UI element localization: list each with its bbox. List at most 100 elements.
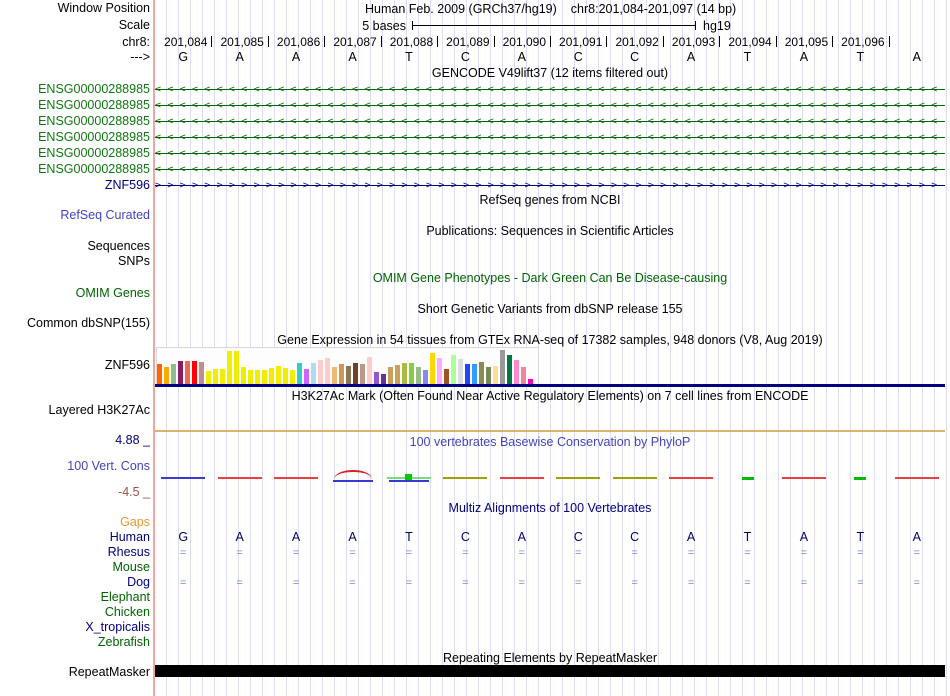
refseq-track-title[interactable]: RefSeq genes from NCBI xyxy=(479,193,621,207)
gtex-expression-bar[interactable] xyxy=(206,371,211,384)
coordinate-tick xyxy=(493,36,495,47)
gtex-expression-bar[interactable] xyxy=(493,366,498,384)
gtex-expression-bar[interactable] xyxy=(283,368,288,384)
gtex-expression-bar[interactable] xyxy=(458,359,463,384)
gene-strand-arrows[interactable]: >>>>>>>>>>>>>>>>>>>>>>>>>>>>>>>>>>>>>>>>… xyxy=(155,179,945,192)
gtex-expression-bar[interactable] xyxy=(227,351,232,384)
gtex-expression-bar[interactable] xyxy=(528,379,533,384)
gtex-expression-bar[interactable] xyxy=(500,350,505,384)
gtex-expression-bar[interactable] xyxy=(213,369,218,384)
species-label[interactable]: Mouse xyxy=(112,560,150,574)
gtex-expression-bar[interactable] xyxy=(339,364,344,384)
species-label[interactable]: Zebrafish xyxy=(97,635,150,649)
gene-strand-arrows[interactable]: <<<<<<<<<<<<<<<<<<<<<<<<<<<<<<<<<<<<<<<<… xyxy=(155,131,945,144)
gtex-expression-bar[interactable] xyxy=(255,370,260,384)
dbsnp-track-title[interactable]: Short Genetic Variants from dbSNP releas… xyxy=(417,302,683,316)
gtex-expression-bar[interactable] xyxy=(402,363,407,384)
species-label[interactable]: Human xyxy=(109,530,150,544)
sequences-track-label[interactable]: Sequences xyxy=(87,239,150,253)
repeat-element[interactable] xyxy=(155,665,945,677)
repeatmasker-track-label[interactable]: RepeatMasker xyxy=(68,665,150,679)
refseq-track-label[interactable]: RefSeq Curated xyxy=(60,208,150,222)
gene-label[interactable]: ZNF596 xyxy=(104,178,150,192)
gtex-expression-bar[interactable] xyxy=(318,360,323,384)
gtex-expression-bar[interactable] xyxy=(164,367,169,384)
gtex-expression-bar[interactable] xyxy=(220,369,225,384)
gtex-expression-bar[interactable] xyxy=(416,367,421,384)
gtex-expression-bar[interactable] xyxy=(423,370,428,384)
species-label[interactable]: Elephant xyxy=(100,590,150,604)
base-letter: A xyxy=(348,50,357,64)
omim-track-label[interactable]: OMIM Genes xyxy=(75,286,150,300)
gtex-expression-bar[interactable] xyxy=(381,374,386,384)
species-label[interactable]: Rhesus xyxy=(107,545,150,559)
h3k27ac-track-title[interactable]: H3K27Ac Mark (Often Found Near Active Re… xyxy=(291,389,809,403)
gtex-expression-bar[interactable] xyxy=(507,355,512,384)
gtex-expression-bar[interactable] xyxy=(241,367,246,384)
gtex-expression-bar[interactable] xyxy=(479,362,484,384)
gtex-expression-bar[interactable] xyxy=(171,364,176,384)
gtex-expression-bar[interactable] xyxy=(185,361,190,384)
species-label[interactable]: Chicken xyxy=(104,605,150,619)
gtex-expression-bar[interactable] xyxy=(157,364,162,384)
multiz-track-title[interactable]: Multiz Alignments of 100 Vertebrates xyxy=(448,501,652,515)
gtex-expression-bar[interactable] xyxy=(514,360,519,384)
gtex-expression-bar[interactable] xyxy=(304,369,309,384)
gtex-expression-bar[interactable] xyxy=(444,369,449,384)
gene-label[interactable]: ENSG00000288985 xyxy=(38,98,150,112)
gtex-expression-bar[interactable] xyxy=(451,355,456,384)
gtex-expression-bar[interactable] xyxy=(437,358,442,384)
gene-label[interactable]: ENSG00000288985 xyxy=(38,146,150,160)
gtex-expression-bar[interactable] xyxy=(325,358,330,384)
gene-strand-arrows[interactable]: <<<<<<<<<<<<<<<<<<<<<<<<<<<<<<<<<<<<<<<<… xyxy=(155,147,945,160)
snps-track-label[interactable]: SNPs xyxy=(118,254,150,268)
gtex-expression-bar[interactable] xyxy=(360,364,365,384)
gtex-expression-bar[interactable] xyxy=(367,357,372,384)
repeatmasker-track-title[interactable]: Repeating Elements by RepeatMasker xyxy=(442,651,657,665)
gene-label[interactable]: ENSG00000288985 xyxy=(38,130,150,144)
gene-strand-arrows[interactable]: <<<<<<<<<<<<<<<<<<<<<<<<<<<<<<<<<<<<<<<<… xyxy=(155,99,945,112)
gtex-expression-bar[interactable] xyxy=(290,370,295,384)
gtex-expression-bar[interactable] xyxy=(521,367,526,384)
gene-label[interactable]: ENSG00000288985 xyxy=(38,114,150,128)
gtex-expression-bar[interactable] xyxy=(178,361,183,384)
phylop-track-title[interactable]: 100 vertebrates Basewise Conservation by… xyxy=(409,435,691,449)
gene-label[interactable]: ENSG00000288985 xyxy=(38,162,150,176)
phylop-track-label[interactable]: 100 Vert. Cons xyxy=(67,459,150,473)
phylop-segment xyxy=(216,469,264,487)
gtex-track-title[interactable]: Gene Expression in 54 tissues from GTEx … xyxy=(277,333,823,347)
species-label[interactable]: Gaps xyxy=(120,515,150,529)
gene-strand-arrows[interactable]: <<<<<<<<<<<<<<<<<<<<<<<<<<<<<<<<<<<<<<<<… xyxy=(155,83,945,96)
gtex-expression-bar[interactable] xyxy=(199,362,204,384)
gtex-expression-bar[interactable] xyxy=(332,367,337,384)
gtex-expression-bar[interactable] xyxy=(374,372,379,384)
gtex-expression-bar[interactable] xyxy=(311,363,316,384)
dbsnp-track-label[interactable]: Common dbSNP(155) xyxy=(27,316,150,330)
gtex-expression-bar[interactable] xyxy=(472,364,477,384)
gtex-expression-bar[interactable] xyxy=(276,366,281,384)
gtex-gene-label[interactable]: ZNF596 xyxy=(104,358,150,372)
gtex-expression-bar[interactable] xyxy=(486,367,491,384)
gtex-expression-bar[interactable] xyxy=(465,364,470,384)
species-label[interactable]: X_tropicalis xyxy=(85,620,150,634)
gtex-expression-bar[interactable] xyxy=(353,363,358,384)
gene-label[interactable]: ENSG00000288985 xyxy=(38,82,150,96)
gene-strand-arrows[interactable]: <<<<<<<<<<<<<<<<<<<<<<<<<<<<<<<<<<<<<<<<… xyxy=(155,115,945,128)
gtex-expression-bar[interactable] xyxy=(346,366,351,384)
gene-strand-arrows[interactable]: <<<<<<<<<<<<<<<<<<<<<<<<<<<<<<<<<<<<<<<<… xyxy=(155,163,945,176)
gtex-expression-bar[interactable] xyxy=(262,370,267,384)
gtex-expression-bar[interactable] xyxy=(388,367,393,384)
gtex-expression-bar[interactable] xyxy=(430,353,435,384)
gtex-expression-bar[interactable] xyxy=(409,363,414,384)
gtex-expression-bar[interactable] xyxy=(269,368,274,384)
gencode-track-title[interactable]: GENCODE V49lift37 (12 items filtered out… xyxy=(431,66,669,80)
h3k27ac-track-label[interactable]: Layered H3K27Ac xyxy=(48,403,150,417)
gtex-expression-bar[interactable] xyxy=(297,363,302,384)
gtex-expression-bar[interactable] xyxy=(248,370,253,384)
species-label[interactable]: Dog xyxy=(127,575,150,589)
gtex-expression-bar[interactable] xyxy=(395,365,400,384)
publications-track-title[interactable]: Publications: Sequences in Scientific Ar… xyxy=(426,224,674,238)
omim-track-title[interactable]: OMIM Gene Phenotypes - Dark Green Can Be… xyxy=(372,271,728,285)
gtex-expression-bar[interactable] xyxy=(234,351,239,384)
gtex-expression-bar[interactable] xyxy=(192,361,197,384)
